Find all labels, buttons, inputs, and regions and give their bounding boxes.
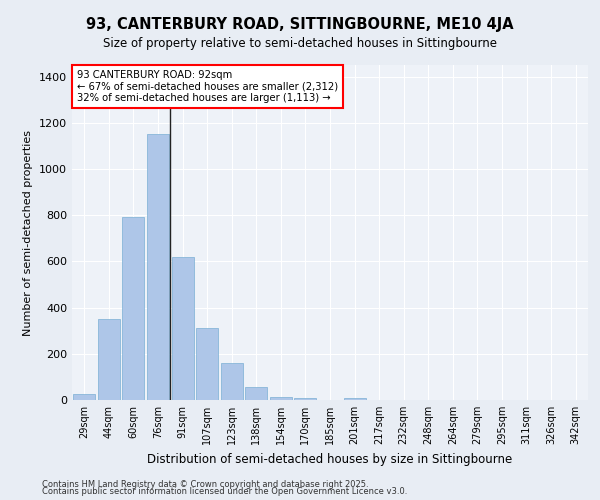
Bar	[344, 398, 365, 400]
Bar	[245, 388, 268, 400]
Bar	[172, 257, 194, 400]
X-axis label: Distribution of semi-detached houses by size in Sittingbourne: Distribution of semi-detached houses by …	[148, 452, 512, 466]
Bar	[196, 328, 218, 400]
Bar	[147, 134, 169, 400]
Bar	[221, 363, 243, 400]
Text: 93, CANTERBURY ROAD, SITTINGBOURNE, ME10 4JA: 93, CANTERBURY ROAD, SITTINGBOURNE, ME10…	[86, 18, 514, 32]
Y-axis label: Number of semi-detached properties: Number of semi-detached properties	[23, 130, 34, 336]
Bar	[73, 394, 95, 400]
Text: Contains HM Land Registry data © Crown copyright and database right 2025.: Contains HM Land Registry data © Crown c…	[42, 480, 368, 489]
Bar	[295, 398, 316, 400]
Text: Contains public sector information licensed under the Open Government Licence v3: Contains public sector information licen…	[42, 487, 407, 496]
Bar	[98, 319, 120, 400]
Bar	[122, 218, 145, 400]
Text: Size of property relative to semi-detached houses in Sittingbourne: Size of property relative to semi-detach…	[103, 38, 497, 51]
Text: 93 CANTERBURY ROAD: 92sqm
← 67% of semi-detached houses are smaller (2,312)
32% : 93 CANTERBURY ROAD: 92sqm ← 67% of semi-…	[77, 70, 338, 103]
Bar	[270, 396, 292, 400]
